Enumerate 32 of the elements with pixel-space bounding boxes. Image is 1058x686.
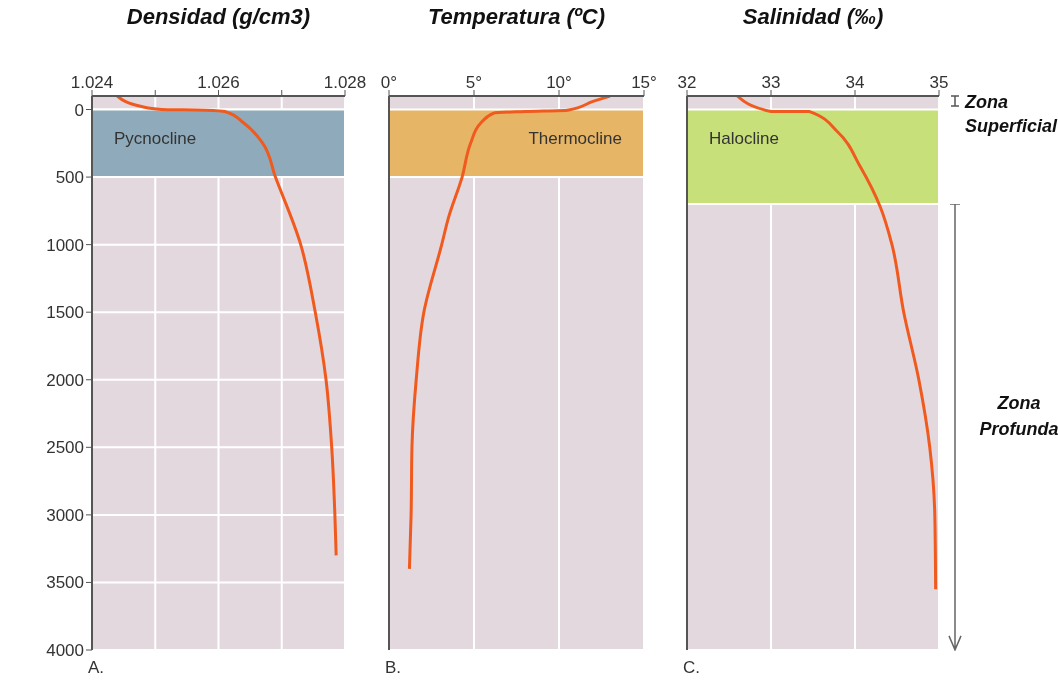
x-tick-label: 34 [845,73,865,92]
x-tick-label: 10° [546,73,572,92]
x-tick-label: 32 [677,73,697,92]
x-tick-label: 15° [631,73,657,92]
line-series [115,96,338,557]
band-label: Pycnocline [114,128,197,148]
y-tick-label: 500 [55,168,84,188]
y-tick-label: 4000 [46,641,84,661]
text: B. [385,658,402,678]
x-tick-label: 1.026 [197,73,240,92]
y-tick-label: 3500 [46,573,84,593]
text: C. [683,658,700,678]
y-tick-label: 2000 [46,370,84,390]
x-tick-label: 35 [929,73,949,92]
y-tick-label: 1500 [46,303,84,323]
band-label: Halocline [709,128,779,148]
y-tick-label: 0 [74,100,84,120]
text: A. [88,658,105,678]
x-tick-label: 0° [380,73,398,92]
text: Zona Superficial [965,91,1058,138]
x-tick-label: 33 [761,73,781,92]
band-label: Thermocline [528,128,622,148]
chart-title: Densidad (g/cm3) [125,4,312,30]
y-tick-label: 3000 [46,505,84,525]
text: Zona Profunda [978,392,1058,441]
x-tick-label: 1.028 [323,73,367,92]
y-tick-label: 1000 [46,235,84,255]
chart-title: Salinidad (‰) [741,4,885,30]
x-tick-label: 5° [465,73,483,92]
y-tick-label: 2500 [46,438,84,458]
chart-title: Temperatura (ºC) [426,4,607,30]
x-tick-label: 1.024 [70,73,114,92]
